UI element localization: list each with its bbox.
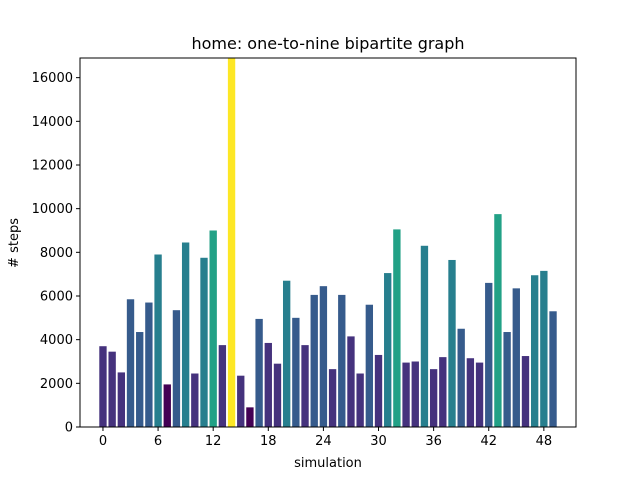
bar-sim-26 (338, 294, 346, 427)
x-axis-label: simulation (294, 456, 362, 471)
x-tick-label: 36 (425, 434, 442, 449)
y-tick-label: 2000 (40, 377, 73, 392)
bar-sim-9 (181, 242, 190, 427)
bar-sim-44 (503, 332, 511, 427)
bar-sim-34 (411, 361, 419, 427)
bar-sim-38 (448, 259, 456, 427)
bar-sim-47 (530, 275, 539, 427)
bar-sim-24 (319, 286, 328, 427)
bar-sim-30 (374, 354, 383, 427)
bar-sim-29 (365, 304, 374, 427)
x-tick-label: 6 (154, 434, 162, 449)
bar-sim-4 (136, 332, 144, 427)
bar-sim-23 (310, 294, 318, 427)
bar-sim-15 (237, 375, 245, 427)
y-tick-label: 16000 (32, 71, 73, 86)
bar-sim-40 (466, 358, 475, 427)
bar-sim-27 (347, 336, 355, 427)
plot-frame (79, 57, 577, 428)
x-tick-label: 24 (315, 434, 332, 449)
bar-sim-7 (163, 384, 171, 427)
bar-sim-48 (540, 270, 548, 427)
y-tick-label: 6000 (40, 289, 73, 304)
x-tick-label: 0 (99, 434, 107, 449)
bar-sim-19 (273, 363, 282, 427)
bars-group (99, 58, 557, 427)
bar-sim-11 (200, 257, 208, 427)
bar-sim-37 (439, 357, 447, 427)
y-tick-label: 4000 (40, 333, 73, 348)
y-tick-label: 14000 (32, 115, 73, 130)
bar-sim-35 (420, 245, 429, 427)
y-tick-label: 12000 (32, 158, 73, 173)
bar-sim-39 (457, 328, 465, 427)
bar-sim-0 (99, 346, 107, 427)
bar-sim-43 (494, 214, 502, 427)
bar-sim-1 (108, 351, 116, 427)
bar-sim-3 (126, 299, 135, 427)
bar-sim-8 (172, 310, 181, 427)
bar-sim-2 (117, 372, 126, 427)
bar-sim-33 (402, 362, 410, 427)
x-tick-label: 18 (260, 434, 277, 449)
x-tick-label: 30 (370, 434, 387, 449)
x-tick-label: 12 (205, 434, 222, 449)
bar-sim-17 (255, 318, 263, 427)
bar-sim-32 (393, 229, 401, 427)
x-axis-ticks: 0 6 12 18 24 30 36 42 48 (99, 427, 552, 449)
bar-sim-13 (218, 345, 227, 427)
bar-sim-12 (209, 230, 217, 427)
bar-sim-16 (246, 407, 254, 427)
bar-sim-46 (521, 356, 530, 427)
bar-sim-21 (292, 317, 300, 427)
bar-sim-42 (485, 282, 493, 427)
bar-sim-45 (512, 288, 520, 427)
bar-sim-14 (227, 58, 236, 427)
y-tick-label: 8000 (40, 246, 73, 261)
bar-sim-28 (356, 373, 364, 427)
y-axis-ticks: 0 2000 4000 6000 8000 10000 12000 14000 16000 (32, 71, 80, 436)
bar-sim-10 (191, 373, 199, 427)
bar-sim-22 (301, 345, 309, 427)
y-axis-label: # steps (7, 218, 22, 268)
bar-sim-31 (384, 273, 392, 427)
bar-sim-20 (282, 280, 291, 427)
bar-sim-41 (475, 362, 484, 427)
x-tick-label: 42 (480, 434, 497, 449)
chart-title: home: one-to-nine bipartite graph (191, 34, 464, 53)
y-tick-label: 10000 (32, 202, 73, 217)
bar-sim-6 (154, 254, 162, 427)
bar-sim-18 (264, 342, 272, 427)
y-tick-label: 0 (65, 421, 73, 436)
bar-sim-36 (429, 369, 438, 427)
bar-sim-49 (549, 311, 557, 427)
bar-sim-25 (328, 369, 337, 427)
bar-sim-5 (145, 302, 153, 427)
x-tick-label: 48 (536, 434, 553, 449)
